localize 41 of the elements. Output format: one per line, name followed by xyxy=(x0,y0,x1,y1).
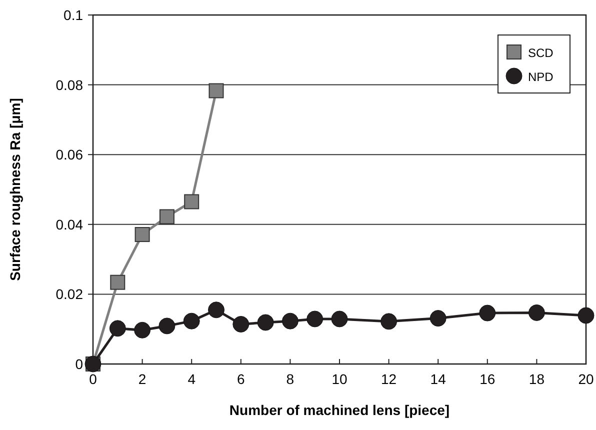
point xyxy=(208,83,224,98)
point xyxy=(134,322,151,338)
point xyxy=(158,318,176,334)
x-tick-label: 16 xyxy=(480,371,496,387)
legend-label: SCD xyxy=(528,46,554,60)
point xyxy=(110,274,126,290)
y-tick-label: 0.08 xyxy=(56,76,84,93)
point xyxy=(578,307,594,324)
point xyxy=(380,313,398,330)
x-tick-label: 2 xyxy=(138,371,146,387)
point xyxy=(183,312,200,330)
x-tick-label: 12 xyxy=(381,371,397,387)
x-tick-label: 20 xyxy=(578,371,594,387)
point xyxy=(282,312,298,330)
point xyxy=(430,310,446,327)
x-tick-label: 6 xyxy=(237,371,245,387)
x-tick-label: 10 xyxy=(332,371,348,387)
x-axis-title: Number of machined lens [piece] xyxy=(229,402,450,418)
point xyxy=(479,304,496,322)
legend-label: NPD xyxy=(528,70,554,84)
y-tick-label: 0.1 xyxy=(64,7,84,23)
y-tick-label: 0.02 xyxy=(56,286,84,302)
y-tick-label: 0.04 xyxy=(56,216,84,232)
x-tick-label: 14 xyxy=(430,371,446,387)
x-tick-label: 4 xyxy=(188,371,196,387)
point xyxy=(109,320,126,337)
point xyxy=(134,227,150,242)
y-tick-label: 0 xyxy=(75,356,84,372)
point xyxy=(159,209,174,224)
x-tick-label: 0 xyxy=(89,371,98,387)
x-tick-label: 8 xyxy=(286,371,294,387)
point xyxy=(208,302,224,318)
point xyxy=(331,310,348,328)
point xyxy=(232,316,250,332)
y-tick-label: 0.06 xyxy=(56,146,84,163)
point xyxy=(528,304,545,321)
point xyxy=(306,310,324,328)
x-tick-label: 18 xyxy=(528,371,545,387)
point xyxy=(184,194,200,210)
point xyxy=(257,314,274,331)
y-axis-title: Surface roughness Ra [μm] xyxy=(7,98,23,281)
